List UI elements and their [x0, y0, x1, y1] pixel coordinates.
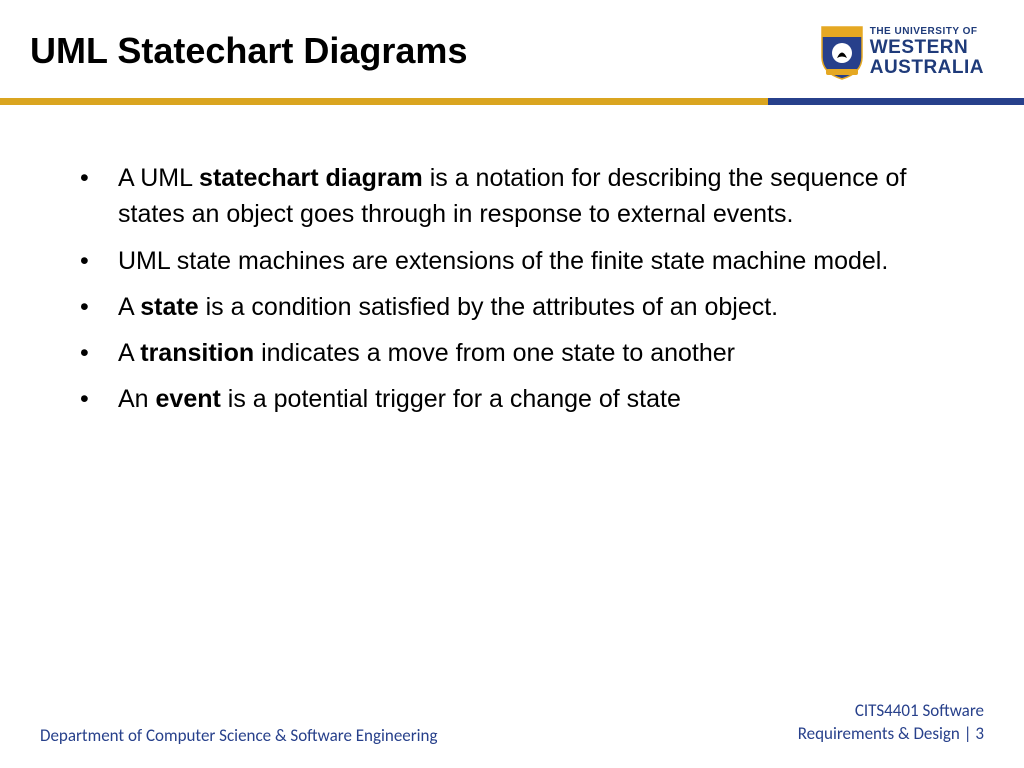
bullet-list: A UML statechart diagram is a notation f…	[70, 160, 964, 418]
bullet-bold: transition	[140, 339, 254, 367]
bullet-suffix: indicates a move from one state to anoth…	[254, 339, 735, 367]
header-divider	[0, 98, 1024, 105]
bullet-bold: statechart diagram	[199, 164, 423, 192]
bullet-prefix: A	[118, 293, 140, 321]
university-logo: THE UNIVERSITY OF WESTERN AUSTRALIA	[820, 25, 984, 80]
page-separator: |	[960, 723, 976, 744]
bullet-prefix: UML state machines are extensions of the…	[118, 247, 888, 275]
slide-header: UML Statechart Diagrams THE UNIVERSITY O…	[0, 0, 1024, 90]
list-item: A state is a condition satisfied by the …	[70, 289, 964, 325]
footer-course-line2: Requirements & Design	[798, 723, 960, 744]
page-number: 3	[975, 723, 984, 744]
logo-line-2: WESTERN	[870, 38, 984, 58]
bullet-suffix: is a condition satisfied by the attribut…	[199, 293, 779, 321]
list-item: An event is a potential trigger for a ch…	[70, 381, 964, 417]
bullet-prefix: A UML	[118, 164, 199, 192]
bullet-suffix: is a potential trigger for a change of s…	[221, 385, 681, 413]
slide-content: A UML statechart diagram is a notation f…	[0, 105, 1024, 418]
bullet-bold: state	[140, 293, 198, 321]
footer-left: Department of Computer Science & Softwar…	[40, 725, 438, 746]
bullet-prefix: An	[118, 385, 156, 413]
logo-line-3: AUSTRALIA	[870, 58, 984, 78]
bullet-bold: event	[156, 385, 221, 413]
footer-course-line1: CITS4401 Software	[855, 700, 984, 721]
divider-gold	[0, 98, 768, 105]
logo-text: THE UNIVERSITY OF WESTERN AUSTRALIA	[870, 27, 984, 77]
list-item: UML state machines are extensions of the…	[70, 243, 964, 279]
divider-blue	[768, 98, 1024, 105]
list-item: A UML statechart diagram is a notation f…	[70, 160, 964, 233]
bullet-prefix: A	[118, 339, 140, 367]
slide-title: UML Statechart Diagrams	[30, 30, 467, 72]
crest-icon	[820, 25, 864, 80]
slide-footer: Department of Computer Science & Softwar…	[0, 700, 1024, 746]
footer-right: CITS4401 Software Requirements & Design …	[798, 700, 984, 746]
list-item: A transition indicates a move from one s…	[70, 335, 964, 371]
